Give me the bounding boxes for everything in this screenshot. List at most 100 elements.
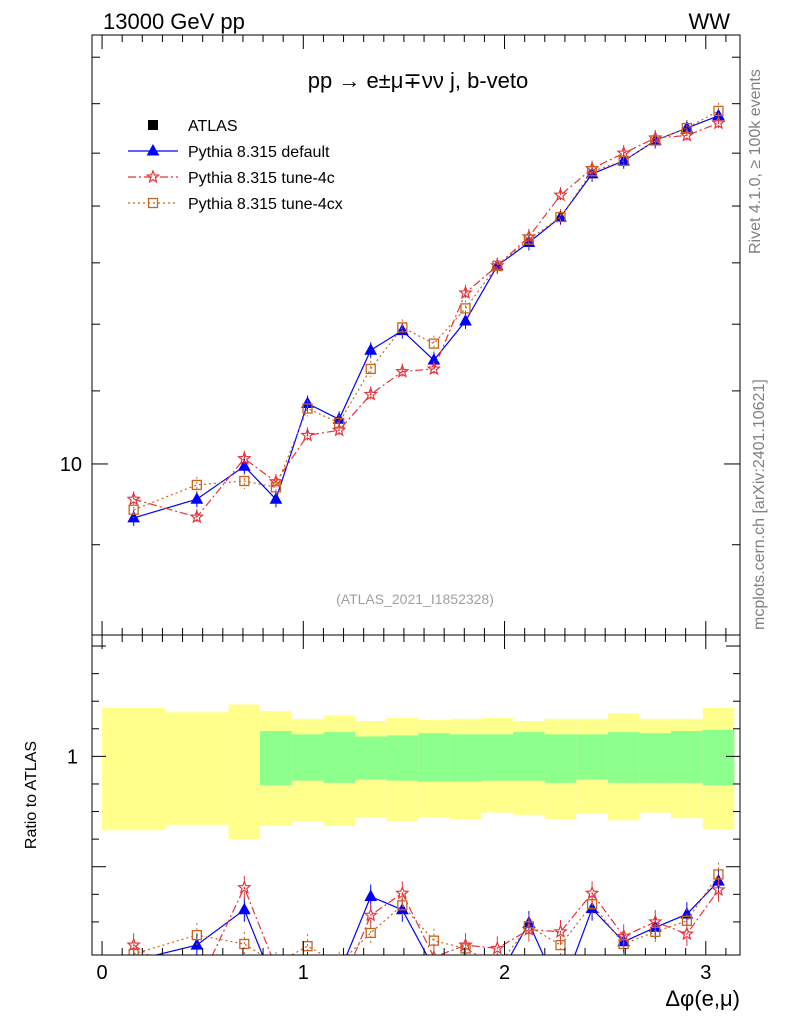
x-tick-label: 1 (298, 962, 309, 984)
ratio-band-yellow-bin (228, 704, 261, 840)
ratio-band-green-bin (607, 732, 640, 783)
ratio-point-tune-4c (490, 940, 505, 955)
ratio-line-default (153, 880, 719, 955)
ratio-point-tune-4cx (335, 959, 344, 968)
x-tick-label: 0 (96, 962, 107, 984)
ratio-point-default (270, 982, 281, 992)
ratio-point-default (460, 973, 471, 983)
main-point-tune-4cx (618, 155, 629, 167)
ratio-point-tune-4cx (191, 929, 202, 941)
ratio-point-default (237, 902, 251, 915)
x-axis-label: Δφ(e,μ) (665, 986, 740, 1011)
x-tick-label: 2 (499, 962, 510, 984)
ratio-point-tune-4cx (397, 900, 408, 911)
ratio-point-tune-4cx (365, 927, 376, 939)
ratio-point-tune-4cx (713, 869, 724, 880)
ratio-plot-marks (126, 862, 726, 998)
legend-label: ATLAS (188, 118, 238, 135)
main-point-tune-4cx (239, 475, 250, 487)
main-point-tune-4cx (586, 166, 598, 177)
ratio-band-green-bin (512, 732, 545, 781)
ratio-band-green-bin (291, 734, 324, 781)
ratio-point-tune-4c (679, 926, 695, 941)
mcplots-label: mcplots.cern.ch [arXiv:2401.10621] (751, 379, 768, 630)
ratio-band-green-bin (418, 733, 450, 782)
ratio-point-tune-4c (648, 914, 663, 929)
ratio-band-green-bin (260, 731, 292, 786)
header-right-label: WW (688, 9, 730, 34)
ratio-point-tune-4cx (618, 938, 629, 950)
ratio-axis-ticks: 1 (67, 635, 740, 955)
rivet-version-label: Rivet 4.1.0, ≥ 100k events (747, 69, 764, 254)
ratio-y-tick-label: 1 (67, 746, 78, 768)
main-plot-panel: 10 pp → e±μ∓νν j, b-veto (ATLAS_2021_I18… (60, 34, 741, 636)
ratio-point-default (555, 988, 566, 998)
ratio-band-green-bin (481, 734, 513, 781)
main-point-tune-4c (189, 509, 205, 524)
ratio-point-default (364, 889, 378, 902)
main-line-tune-4c (133, 122, 719, 518)
legend-marker-default (146, 143, 160, 156)
main-point-tune-4cx (460, 303, 471, 314)
main-point-tune-4cx (270, 482, 282, 493)
legend-marker-atlas (148, 120, 158, 130)
analysis-watermark: (ATLAS_2021_I1852328) (336, 591, 494, 607)
main-point-default (459, 313, 472, 326)
main-point-tune-4c (553, 187, 568, 202)
ratio-point-tune-4c (363, 907, 378, 922)
main-point-tune-4cx (191, 479, 202, 491)
ratio-point-tune-4c (270, 961, 281, 972)
main-plot-marks (126, 102, 726, 526)
ratio-uncertainty-bands (102, 704, 735, 840)
main-point-default (190, 492, 204, 504)
ratio-point-default (428, 962, 439, 972)
ratio-point-tune-4cx (271, 959, 280, 968)
ratio-point-tune-4c (426, 949, 442, 955)
ratio-point-tune-4cx (128, 948, 139, 955)
ratio-line-tune-4cx (133, 874, 719, 955)
ratio-band-green-bin (449, 734, 482, 782)
main-point-tune-4cx (128, 504, 139, 515)
legend-marker-tune-4cx (147, 197, 159, 209)
main-point-tune-4c (363, 386, 378, 401)
main-line-default (133, 115, 719, 519)
main-point-default (301, 396, 314, 409)
main-point-tune-4cx (333, 417, 345, 429)
ratio-plot-panel: 1 Ratio to ATLAS (23, 634, 741, 998)
main-point-tune-4cx (681, 122, 693, 134)
main-point-default (269, 492, 283, 504)
main-point-tune-4cx (523, 234, 535, 245)
legend-marker-tune-4c (145, 169, 161, 184)
ratio-plot-frame (91, 634, 741, 956)
main-y-tick-label: 10 (60, 454, 82, 476)
ratio-point-tune-4cx (239, 938, 250, 950)
main-line-tune-4cx (133, 110, 719, 511)
ratio-point-tune-4c (395, 885, 410, 900)
main-point-tune-4c (426, 361, 442, 376)
ratio-band-yellow-bin (102, 707, 166, 831)
main-point-tune-4cx (555, 211, 566, 223)
main-point-tune-4cx (428, 338, 440, 349)
ratio-point-tune-4cx (555, 939, 566, 951)
ratio-point-tune-4c (333, 985, 344, 996)
header-left-label: 13000 GeV pp (103, 9, 245, 34)
ratio-point-tune-4c (711, 882, 726, 897)
legend-label: Pythia 8.315 tune-4cx (188, 196, 343, 213)
ratio-point-tune-4cx (681, 915, 693, 926)
ratio-band-green-bin (702, 729, 735, 786)
main-point-tune-4c (458, 285, 473, 300)
ratio-point-tune-4cx (650, 926, 661, 937)
main-point-tune-4c (395, 363, 410, 378)
main-point-tune-4cx (397, 322, 408, 333)
ratio-band-green-bin (323, 732, 356, 783)
main-point-tune-4c (331, 422, 347, 437)
ratio-point-tune-4cx (523, 921, 535, 932)
main-point-tune-4c (711, 115, 726, 130)
main-point-tune-4c (237, 450, 252, 465)
ratio-point-default (334, 968, 345, 978)
main-point-default (237, 459, 251, 471)
ratio-point-tune-4cx (586, 899, 598, 910)
ratio-point-tune-4c (191, 982, 203, 993)
main-point-tune-4cx (365, 363, 376, 375)
